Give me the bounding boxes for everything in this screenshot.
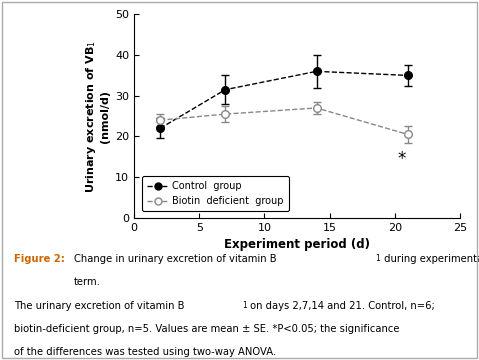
Text: of the differences was tested using two-way ANOVA.: of the differences was tested using two-…: [14, 347, 276, 357]
Text: The urinary excretion of vitamin B: The urinary excretion of vitamin B: [14, 301, 185, 311]
Text: *: *: [397, 150, 405, 168]
X-axis label: Experiment period (d): Experiment period (d): [224, 238, 370, 251]
Text: 1: 1: [242, 301, 247, 310]
Text: 1: 1: [375, 254, 380, 263]
Text: during experimental: during experimental: [381, 254, 479, 264]
Y-axis label: Urinary excretion of VB$_1$
(nmol/d): Urinary excretion of VB$_1$ (nmol/d): [84, 40, 110, 193]
Legend: Control  group, Biotin  deficient  group: Control group, Biotin deficient group: [142, 176, 289, 211]
Text: biotin-deficient group, n=5. Values are mean ± SE. *P<0.05; the significance: biotin-deficient group, n=5. Values are …: [14, 324, 400, 334]
Text: Figure 2:: Figure 2:: [14, 254, 65, 264]
Text: on days 2,7,14 and 21. Control, n=6;: on days 2,7,14 and 21. Control, n=6;: [247, 301, 434, 311]
Text: term.: term.: [74, 277, 101, 287]
Text: Change in urinary excretion of vitamin B: Change in urinary excretion of vitamin B: [74, 254, 277, 264]
